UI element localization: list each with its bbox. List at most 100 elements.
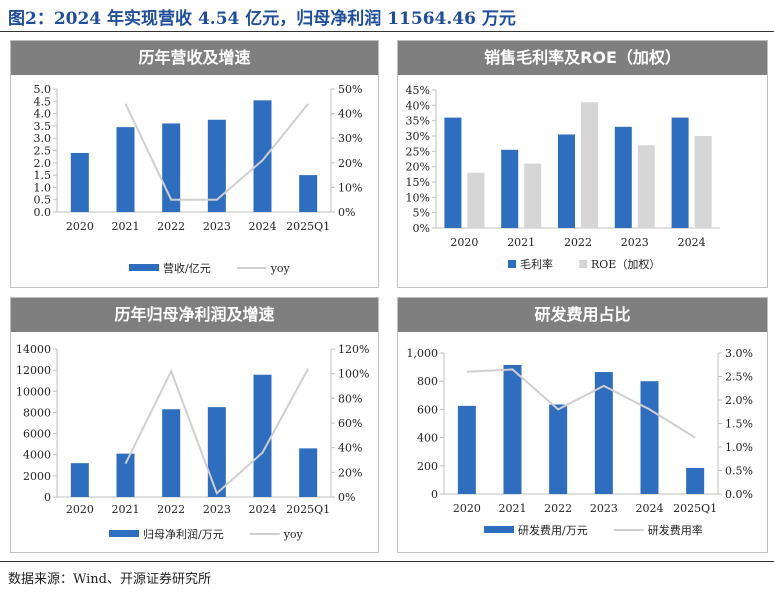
x-tick-label: 2025Q1: [286, 503, 330, 516]
bar: [671, 117, 689, 228]
y-tick-label-right: 2.5%: [725, 371, 753, 384]
y-tick-label-left: 15%: [406, 176, 430, 189]
x-tick-label: 2023: [621, 236, 649, 249]
bar: [694, 136, 712, 228]
legend-swatch: [129, 264, 159, 271]
bar: [637, 145, 655, 228]
y-tick-label-right: 80%: [338, 392, 362, 405]
y-tick-label-right: 20%: [338, 466, 362, 479]
x-tick-label: 2021: [112, 503, 140, 516]
x-tick-label: 2020: [450, 236, 478, 249]
margin-roe-chart-panel: 销售毛利率及ROE（加权） 0% 5% 10% 15% 20% 25% 30% 35% 40% 4…: [397, 40, 768, 288]
bar: [686, 467, 705, 494]
y-tick-label-right: 3.0%: [725, 347, 753, 360]
bar: [614, 126, 632, 228]
bar: [299, 448, 318, 497]
bar: [457, 405, 476, 494]
line-series: [124, 103, 309, 201]
bar: [467, 172, 485, 228]
bar: [524, 163, 542, 228]
bottom-rule: [0, 561, 774, 562]
legend-swatch: [484, 526, 514, 533]
y-tick-label-left: 14000: [16, 343, 51, 356]
bar: [503, 364, 522, 494]
y-tick-label-left: 45%: [406, 84, 430, 97]
legend-swatch: [508, 260, 516, 268]
x-tick-label: 2021: [112, 220, 140, 233]
y-tick-label-left: 1,000: [407, 347, 439, 360]
y-tick-label-left: 12000: [16, 364, 51, 377]
bar: [116, 127, 135, 212]
y-tick-label-left: 1.5: [34, 169, 52, 182]
source-note: 数据来源：Wind、开源证券研究所: [8, 572, 211, 587]
y-tick-label-left: 0%: [413, 222, 430, 235]
bar: [549, 404, 568, 494]
x-tick-label: 2021: [507, 236, 535, 249]
y-tick-label-right: 10%: [338, 181, 362, 194]
x-tick-label: 2020: [66, 503, 94, 516]
x-tick-label: 2022: [157, 220, 185, 233]
legend-swatch: [579, 260, 587, 268]
x-tick-label: 2020: [66, 220, 94, 233]
bar: [207, 407, 226, 497]
y-tick-label-right: 1.5%: [725, 418, 753, 431]
legend-label: yoy: [283, 528, 304, 541]
y-tick-label-right: 0%: [338, 206, 355, 219]
x-tick-label: 2024: [678, 236, 706, 249]
revenue-chart-panel: 历年营收及增速 0.0 0.5 1.0 1.5 2.0 2.5 3.0 3.5 4.0 4.5 5.…: [10, 40, 379, 288]
bar: [253, 374, 272, 497]
x-tick-label: 2022: [544, 502, 572, 515]
bar: [70, 463, 89, 497]
legend-label: 营收/亿元: [163, 261, 211, 275]
y-tick-label-left: 3.5: [34, 120, 52, 133]
chart-title: 研发费用占比: [398, 298, 767, 332]
y-tick-label-left: 5%: [413, 207, 430, 220]
y-tick-label-left: 35%: [406, 115, 430, 128]
y-tick-label-left: 8000: [23, 406, 51, 419]
y-tick-label-left: 600: [417, 403, 438, 416]
y-tick-label-left: 2.0: [34, 157, 52, 170]
x-tick-label: 2022: [157, 503, 185, 516]
y-tick-label-right: 20%: [338, 157, 362, 170]
bar: [70, 152, 89, 212]
legend-label: 研发费用/万元: [518, 523, 588, 537]
margin-roe-chart: 0% 5% 10% 15% 20% 25% 30% 35% 40% 45% 2020 2021 2022…: [406, 84, 720, 271]
bar: [207, 119, 226, 212]
chart-title: 销售毛利率及ROE（加权）: [398, 41, 767, 75]
y-tick-label-right: 120%: [338, 343, 369, 356]
line-series: [124, 368, 310, 496]
y-tick-label-right: 0.5%: [725, 465, 753, 478]
x-tick-label: 2023: [203, 220, 231, 233]
y-tick-label-left: 10%: [406, 191, 430, 204]
chart-title: 历年归母净利润及增速: [11, 298, 378, 332]
x-tick-label: 2025Q1: [673, 502, 717, 515]
y-tick-label-left: 10000: [16, 385, 51, 398]
y-tick-label-right: 1.0%: [725, 441, 753, 454]
y-tick-label-right: 0%: [338, 491, 355, 504]
bar: [444, 117, 462, 228]
x-tick-label: 2023: [590, 502, 618, 515]
legend-label: yoy: [270, 262, 291, 275]
bar: [558, 134, 575, 228]
y-tick-label-left: 0: [431, 488, 438, 501]
y-tick-label-left: 1.0: [34, 181, 52, 194]
legend-swatch: [109, 530, 139, 537]
y-tick-label-left: 800: [417, 375, 438, 388]
bar: [594, 372, 613, 494]
y-tick-label-left: 40%: [406, 99, 430, 112]
x-tick-label: 2020: [453, 502, 481, 515]
x-tick-label: 2021: [499, 502, 527, 515]
y-tick-label-right: 30%: [338, 132, 362, 145]
y-tick-label-right: 0.0%: [725, 488, 753, 501]
y-tick-label-left: 0.5: [34, 194, 52, 207]
bar: [253, 100, 272, 212]
net-profit-chart-panel: 历年归母净利润及增速 0 2000 4000 6000 8000 10000 12000 14…: [10, 297, 379, 553]
figure-title: 图2：2024 年实现营收 4.54 亿元，归母净利润 11564.46 万元: [8, 9, 516, 29]
y-tick-label-right: 40%: [338, 442, 362, 455]
rnd-ratio-chart-panel: 研发费用占比 0 200 400 600 800 1,000 0.0% 0.5% 1.0% 1.5…: [397, 297, 768, 553]
y-tick-label-right: 40%: [338, 108, 362, 121]
y-tick-label-left: 0.0: [34, 206, 52, 219]
y-tick-label-left: 4.5: [34, 95, 52, 108]
x-tick-label: 2024: [636, 502, 664, 515]
legend-label: 研发费用率: [648, 523, 703, 537]
